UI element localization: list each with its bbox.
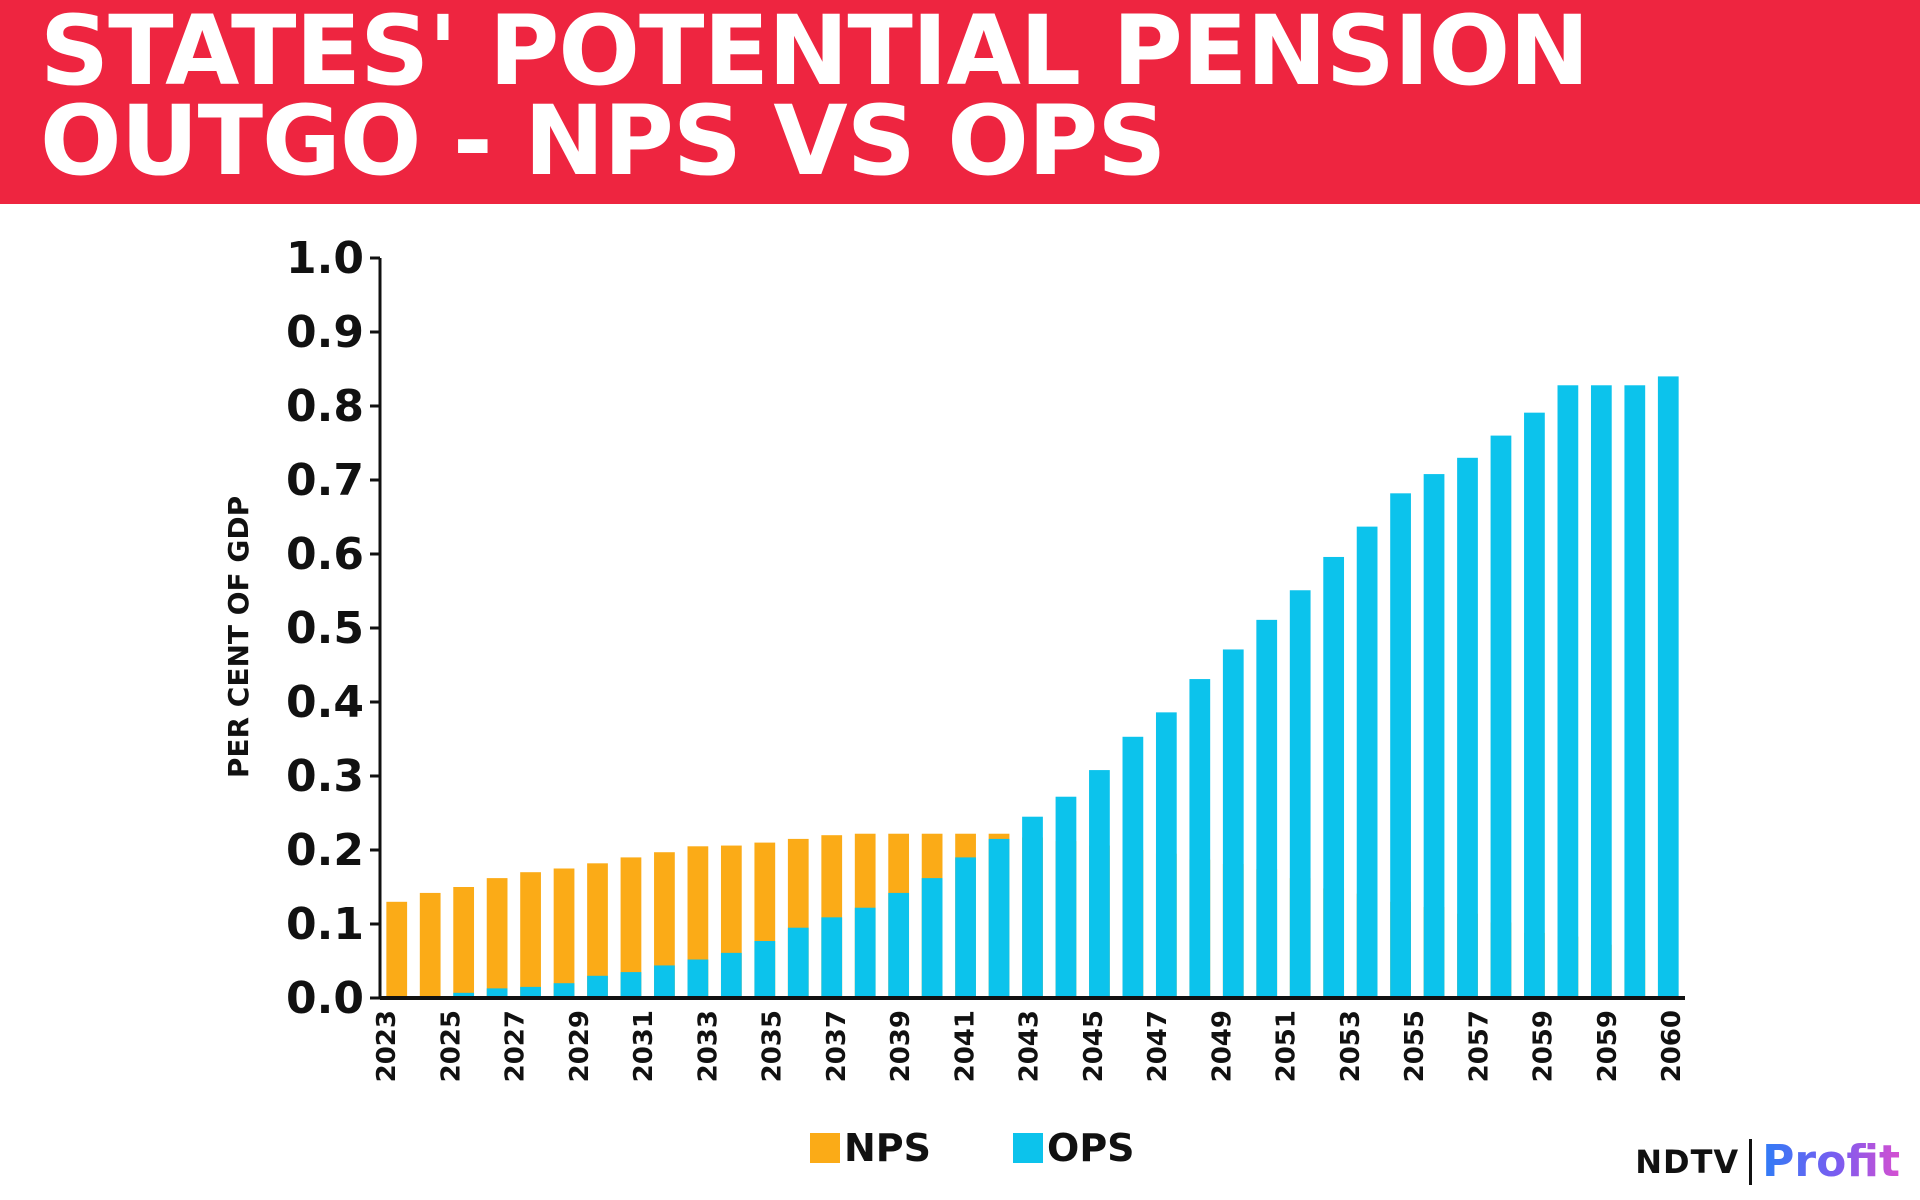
bar-ops — [787, 927, 809, 998]
bar-nps — [654, 852, 675, 998]
y-tick-label: 1.0 — [286, 233, 364, 284]
bar-ops — [921, 878, 943, 998]
bar-ops — [988, 838, 1010, 998]
y-tick-label: 0.5 — [286, 603, 364, 654]
x-tick-label: 2059 — [1529, 1010, 1559, 1082]
bar-ops — [854, 907, 876, 998]
bar-nps — [453, 887, 475, 998]
x-tick-label: 2037 — [822, 1010, 852, 1082]
legend-swatch-ops — [1013, 1133, 1044, 1163]
bar-ops — [1457, 457, 1478, 998]
legend-item-nps: NPS — [810, 1126, 931, 1170]
bar-ops — [1423, 474, 1445, 999]
bar-ops — [1189, 679, 1211, 998]
x-tick-label: 2043 — [1015, 1010, 1045, 1082]
x-tick-label: 2023 — [372, 1010, 402, 1082]
brand-divider — [1749, 1138, 1753, 1185]
x-tick-label: 2047 — [1143, 1010, 1173, 1082]
bar-ops — [1155, 712, 1177, 998]
legend-label-nps: NPS — [844, 1126, 932, 1170]
x-tick-label: 2035 — [758, 1010, 788, 1082]
bar-ops — [1490, 435, 1512, 999]
y-tick-label: 0.6 — [286, 529, 364, 580]
x-tick-label: 2053 — [1336, 1010, 1366, 1082]
bar-ops — [486, 988, 508, 998]
x-tick-label: 2029 — [565, 1010, 595, 1082]
x-tick-label: 2031 — [629, 1010, 659, 1082]
x-tick-label: 2059 — [1593, 1010, 1623, 1082]
bar-ops — [1590, 385, 1612, 998]
x-tick-label: 2060 — [1657, 1010, 1687, 1082]
bar-ops — [1256, 619, 1278, 998]
y-axis-title: PER CENT OF GDP — [222, 496, 255, 778]
bar-ops — [553, 983, 575, 998]
bar-ops — [1222, 649, 1244, 998]
bar-ops — [587, 975, 608, 998]
bar-ops — [1022, 816, 1043, 998]
bar-ops — [1323, 556, 1345, 998]
x-tick-label: 2049 — [1207, 1010, 1237, 1082]
legend-label-ops: OPS — [1047, 1126, 1135, 1170]
x-axis: 2023 2025 2027 2029 2031 2033 2035 2037 2039 2041… — [372, 996, 1687, 1082]
bar-nps — [587, 863, 608, 998]
bar-nps — [620, 857, 642, 998]
bars — [386, 376, 1679, 999]
y-tick-label: 0.0 — [286, 973, 364, 1024]
bar-ops — [620, 972, 642, 998]
bar-ops — [520, 986, 541, 998]
bar-ops — [1624, 385, 1646, 998]
bar-ops — [1390, 493, 1411, 998]
bar-ops — [754, 941, 776, 998]
bar-ops — [453, 992, 475, 998]
bar-ops — [687, 959, 709, 998]
bar-ops — [1055, 796, 1077, 998]
bar-ops — [1089, 770, 1110, 998]
title-banner: STATES' POTENTIAL PENSION OUTGO - NPS VS… — [0, 0, 1920, 204]
x-tick-label: 2055 — [1400, 1010, 1430, 1082]
y-tick-label: 0.2 — [286, 825, 364, 876]
legend-swatch-nps — [810, 1133, 840, 1163]
bar-ops — [1524, 412, 1545, 998]
x-tick-label: 2039 — [886, 1010, 916, 1082]
bar-nps — [553, 868, 575, 998]
legend: NPS OPS — [810, 1126, 1217, 1170]
bar-ops — [720, 952, 742, 998]
bar-ops — [1356, 526, 1378, 998]
bar-ops — [1289, 590, 1311, 998]
bar-ops — [654, 965, 675, 998]
bar-ops — [955, 857, 976, 998]
bar-ops — [821, 917, 843, 998]
bar-nps — [386, 901, 408, 998]
y-tick-label: 0.9 — [286, 307, 364, 358]
legend-item-ops: OPS — [1013, 1126, 1135, 1170]
x-tick-label: 2027 — [501, 1010, 531, 1082]
x-tick-label: 2025 — [436, 1010, 466, 1082]
bar-nps — [486, 878, 508, 998]
bar-nps — [419, 892, 441, 998]
bar-ops — [1557, 385, 1579, 998]
bar-nps — [520, 872, 541, 998]
y-tick-label: 0.4 — [286, 677, 364, 728]
y-tick-label: 0.3 — [286, 751, 364, 802]
bar-ops — [1122, 736, 1144, 998]
x-tick-label: 2057 — [1464, 1010, 1494, 1082]
x-tick-label: 2041 — [950, 1010, 980, 1082]
y-tick-label: 0.1 — [286, 899, 364, 950]
y-tick-label: 0.7 — [286, 455, 364, 506]
bar-ops — [1657, 376, 1679, 998]
bar-ops — [888, 892, 910, 998]
y-tick-label: 0.8 — [286, 381, 364, 432]
chart-title: STATES' POTENTIAL PENSION OUTGO - NPS VS… — [40, 0, 1590, 197]
x-tick-label: 2051 — [1272, 1010, 1302, 1082]
x-tick-label: 2045 — [1079, 1010, 1109, 1082]
x-tick-label: 2033 — [693, 1010, 723, 1082]
brand-name: NDTV — [1635, 1142, 1740, 1181]
brand-sub: Profit — [1762, 1136, 1900, 1187]
y-axis: 0.0 0.1 0.2 0.3 0.4 0.5 0.6 0.7 0.8 0.9 1.0 — [286, 233, 382, 1024]
brand-logo: NDTV Profit — [1635, 1136, 1900, 1187]
